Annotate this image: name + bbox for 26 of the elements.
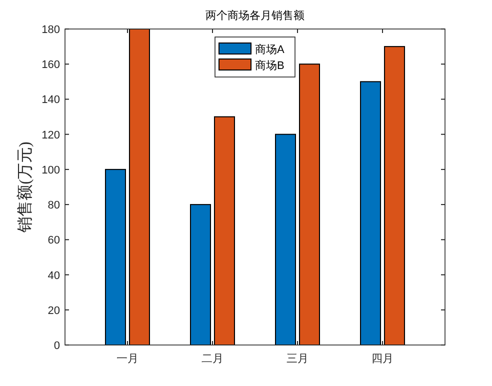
- y-axis-title: 销售额(万元): [16, 142, 34, 234]
- bar: [384, 46, 406, 345]
- bar: [299, 64, 320, 345]
- bar: [104, 168, 126, 345]
- legend-label: 商场B: [255, 59, 284, 72]
- y-tick-label: 100: [42, 164, 60, 176]
- x-tick-label: 四月: [372, 353, 394, 365]
- bar: [190, 204, 211, 345]
- x-tick-label: 一月: [116, 353, 138, 365]
- y-tick-label: 140: [42, 94, 60, 106]
- x-tick-label: 二月: [201, 353, 224, 365]
- bar: [128, 29, 150, 345]
- y-tick-label: 0: [54, 340, 60, 352]
- y-tick-label: 80: [48, 200, 60, 212]
- y-tick-label: 120: [42, 129, 60, 142]
- bar: [360, 81, 382, 345]
- y-tick-label: 160: [42, 59, 60, 72]
- chart-title: 两个商场各月销售额: [206, 9, 304, 22]
- bar: [214, 116, 235, 345]
- y-tick-label: 180: [42, 24, 60, 36]
- y-tick-label: 20: [48, 304, 60, 317]
- y-tick-label: 60: [48, 234, 60, 247]
- legend-label: 商场A: [255, 43, 285, 56]
- y-tick-label: 40: [48, 270, 60, 282]
- x-tick-label: 三月: [286, 353, 309, 365]
- bar: [275, 134, 296, 345]
